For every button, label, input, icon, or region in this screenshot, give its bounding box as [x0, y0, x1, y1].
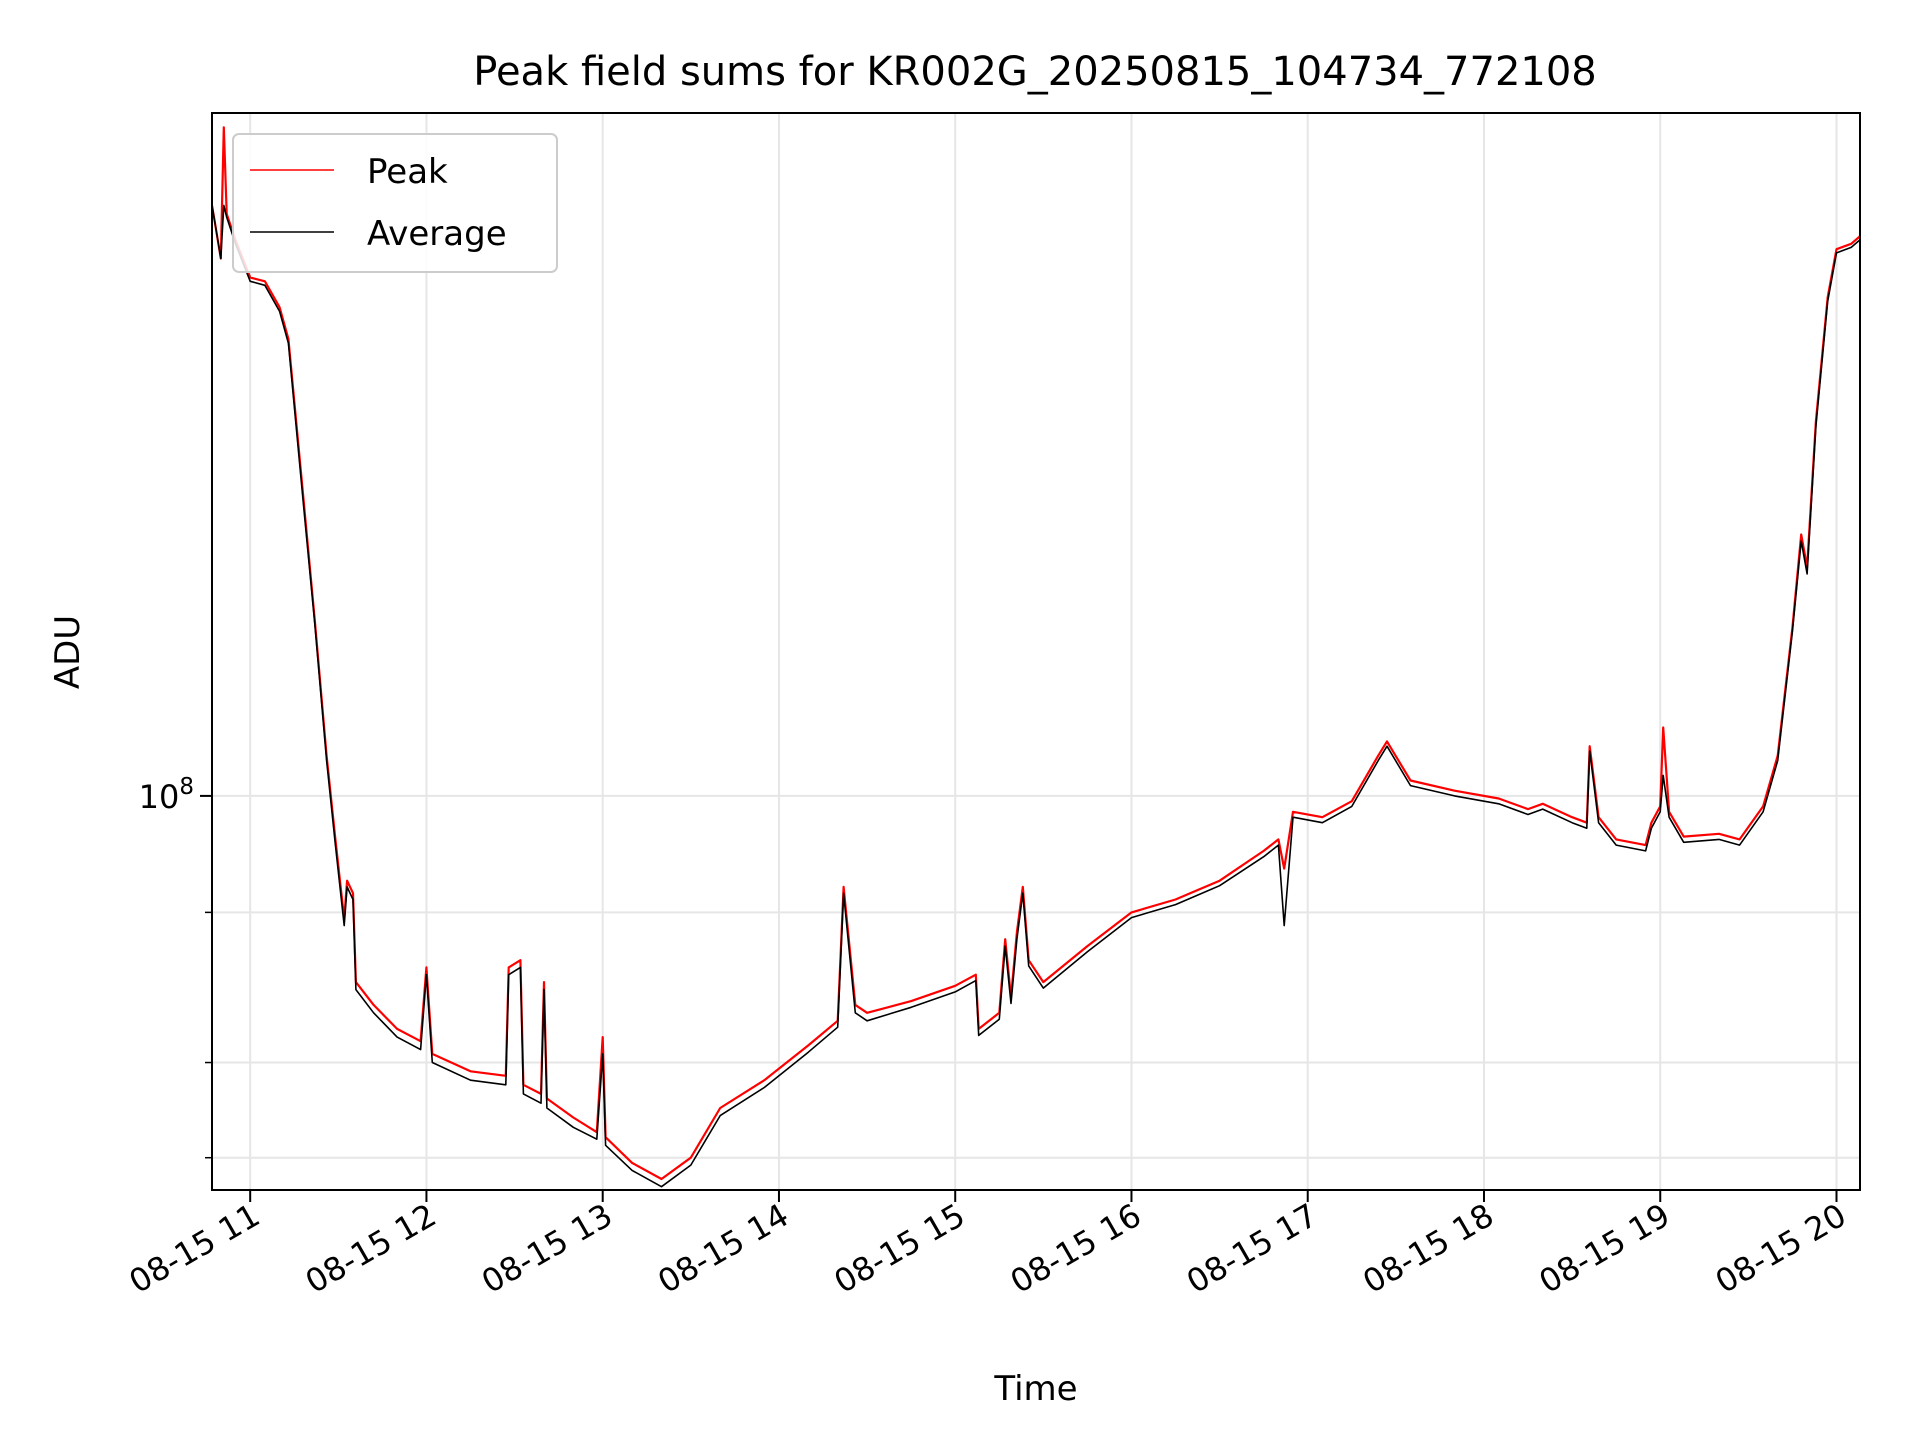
series-layer: [212, 126, 1860, 1188]
y-axis-label: ADU: [48, 615, 88, 689]
legend: Peak Average: [232, 133, 558, 273]
y-tick-label-exponent: 8: [179, 774, 194, 800]
legend-label-peak: Peak: [367, 152, 448, 192]
y-tick-label: 108: [139, 774, 194, 816]
grid: [212, 113, 1860, 1190]
plot-frame: [211, 112, 1861, 1191]
legend-label-average: Average: [367, 214, 507, 254]
x-axis-label: Time: [993, 1369, 1077, 1409]
chart-title: Peak field sums for KR002G_20250815_1047…: [473, 49, 1597, 95]
legend-box: [232, 133, 558, 273]
series-line-average: [212, 204, 1860, 1188]
y-tick-label-base: 10: [139, 778, 180, 816]
y-axis: 108: [139, 774, 212, 1159]
